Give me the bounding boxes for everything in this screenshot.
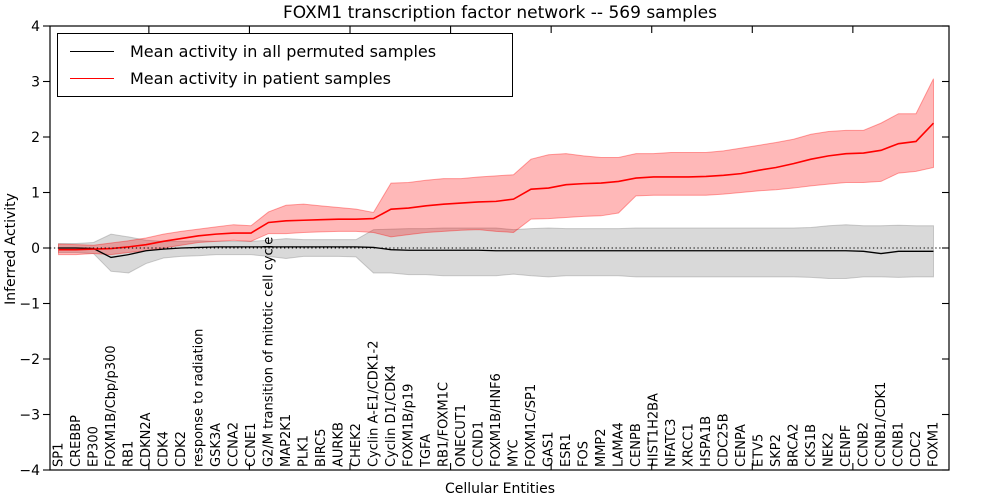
x-tick-label: MYC bbox=[507, 439, 522, 467]
x-tick-label: HIST1H2BA bbox=[647, 393, 662, 467]
x-tick-label: BIRC5 bbox=[314, 429, 329, 468]
y-tick-label: −3 bbox=[19, 408, 40, 424]
x-tick-label: CDKN2A bbox=[139, 412, 154, 467]
y-tick-label: 1 bbox=[31, 186, 40, 202]
x-tick-label: CCNA2 bbox=[227, 422, 242, 467]
x-tick-label: GAS1 bbox=[542, 432, 557, 468]
x-tick-label: ESR1 bbox=[559, 433, 574, 467]
x-tick-label: SKP2 bbox=[769, 434, 784, 467]
x-tick-label: CKS1B bbox=[804, 424, 819, 467]
x-tick-label: FOXM1C/SP1 bbox=[524, 384, 539, 467]
x-tick-label: HSPA1B bbox=[699, 416, 714, 467]
x-tick-label: CCND1 bbox=[472, 421, 487, 467]
legend-label-patient: Mean activity in patient samples bbox=[130, 69, 391, 88]
x-tick-label: CDK2 bbox=[174, 431, 189, 467]
x-tick-label: FOXM1B/HNF6 bbox=[489, 373, 504, 467]
legend: Mean activity in all permuted samples Me… bbox=[57, 33, 513, 97]
x-tick-label: NFATC3 bbox=[664, 419, 679, 467]
x-tick-label: PLK1 bbox=[297, 435, 312, 467]
x-tick-label: CCNB1/CDK1 bbox=[874, 382, 889, 467]
x-tick-label: ONECUT1 bbox=[454, 404, 469, 467]
x-tick-label: FOXM1B/p19 bbox=[402, 384, 417, 467]
x-tick-label: TGFA bbox=[419, 434, 434, 468]
x-tick-label: CENPF bbox=[839, 425, 854, 467]
x-tick-label: MAP2K1 bbox=[279, 414, 294, 467]
chart-title: FOXM1 transcription factor network -- 56… bbox=[283, 3, 717, 23]
x-tick-label: CDK4 bbox=[157, 431, 172, 467]
x-axis-label: Cellular Entities bbox=[444, 481, 556, 497]
x-tick-label: MMP2 bbox=[594, 428, 609, 467]
legend-label-permuted: Mean activity in all permuted samples bbox=[130, 42, 437, 61]
x-tick-label: CDC25B bbox=[717, 413, 732, 467]
y-tick-label: 4 bbox=[31, 19, 40, 35]
x-tick-label: BRCA2 bbox=[787, 423, 802, 467]
y-tick-label: −1 bbox=[19, 297, 40, 313]
x-tick-label: response to radiation bbox=[192, 329, 207, 467]
x-tick-label: CREBBP bbox=[69, 415, 84, 467]
x-tick-label: AURKB bbox=[332, 422, 347, 467]
x-tick-label: CCNB2 bbox=[857, 422, 872, 467]
y-tick-label: 3 bbox=[31, 75, 40, 91]
x-tick-label: CCNB1 bbox=[892, 422, 907, 467]
permuted-mean-line bbox=[58, 246, 934, 259]
x-tick-label: Cyclin A-E1/CDK1-2 bbox=[367, 340, 382, 467]
permuted-band bbox=[58, 224, 934, 280]
x-tick-label: EP300 bbox=[87, 426, 102, 467]
x-tick-label: G2/M transition of mitotic cell cycle bbox=[262, 237, 277, 467]
x-tick-label: RB1/FOXM1C bbox=[437, 382, 452, 467]
x-tick-label: CCNE1 bbox=[244, 423, 259, 467]
x-tick-label: FOXM1B/Cbp/p300 bbox=[104, 345, 119, 467]
patient-band bbox=[58, 78, 934, 256]
x-tick-label: CDC2 bbox=[909, 431, 924, 467]
y-tick-label: 2 bbox=[31, 130, 40, 146]
x-tick-label: CENPA bbox=[734, 424, 749, 467]
y-tick-label: −2 bbox=[19, 352, 40, 368]
legend-item-permuted: Mean activity in all permuted samples bbox=[70, 42, 512, 61]
x-tick-label: GSK3A bbox=[209, 423, 224, 467]
legend-line-sample-red bbox=[70, 78, 114, 79]
x-tick-label: Cyclin D1/CDK4 bbox=[384, 365, 399, 467]
x-tick-label: ETV5 bbox=[752, 434, 767, 467]
y-tick-label: 0 bbox=[31, 241, 40, 257]
x-tick-label: CHEK2 bbox=[349, 423, 364, 467]
x-tick-label: LAMA4 bbox=[612, 422, 627, 467]
x-tick-label: RB1 bbox=[122, 441, 137, 467]
x-tick-label: XRCC1 bbox=[682, 423, 697, 467]
patient-mean-line bbox=[58, 122, 935, 251]
y-tick-label: −4 bbox=[19, 463, 40, 479]
y-axis-label: Inferred Activity bbox=[3, 193, 19, 305]
x-tick-label: SP1 bbox=[52, 443, 67, 467]
legend-item-patient: Mean activity in patient samples bbox=[70, 69, 512, 88]
x-tick-label: FOXM1 bbox=[927, 422, 942, 467]
legend-line-sample-black bbox=[70, 51, 114, 52]
x-tick-label: CENPB bbox=[629, 423, 644, 467]
x-tick-label: NEK2 bbox=[822, 432, 837, 467]
x-tick-label: FOS bbox=[577, 441, 592, 467]
